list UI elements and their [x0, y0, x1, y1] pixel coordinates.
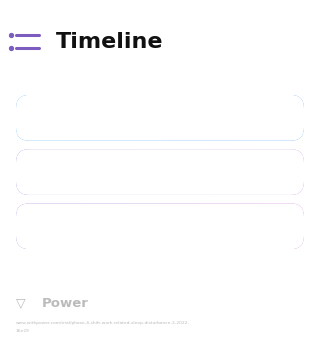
Text: 16e29: 16e29 — [16, 328, 30, 333]
FancyBboxPatch shape — [16, 203, 304, 249]
Text: baseline and 2 weeks: baseline and 2 weeks — [147, 220, 291, 233]
Text: Treatment ~: Treatment ~ — [34, 165, 117, 179]
Text: Varies: Varies — [251, 165, 291, 179]
Text: ▽: ▽ — [16, 297, 26, 310]
Text: Timeline: Timeline — [56, 32, 164, 52]
Text: Power: Power — [42, 297, 88, 310]
Text: Screening ~: Screening ~ — [34, 111, 116, 124]
Text: Follow ups ~: Follow ups ~ — [34, 220, 119, 233]
FancyBboxPatch shape — [16, 95, 304, 141]
Text: 3 weeks: 3 weeks — [236, 111, 291, 124]
Text: www.withpower.com/trial/phase-4-shift-work-related-sleep-disturbance-2-2022-: www.withpower.com/trial/phase-4-shift-wo… — [16, 321, 190, 325]
FancyBboxPatch shape — [16, 149, 304, 195]
